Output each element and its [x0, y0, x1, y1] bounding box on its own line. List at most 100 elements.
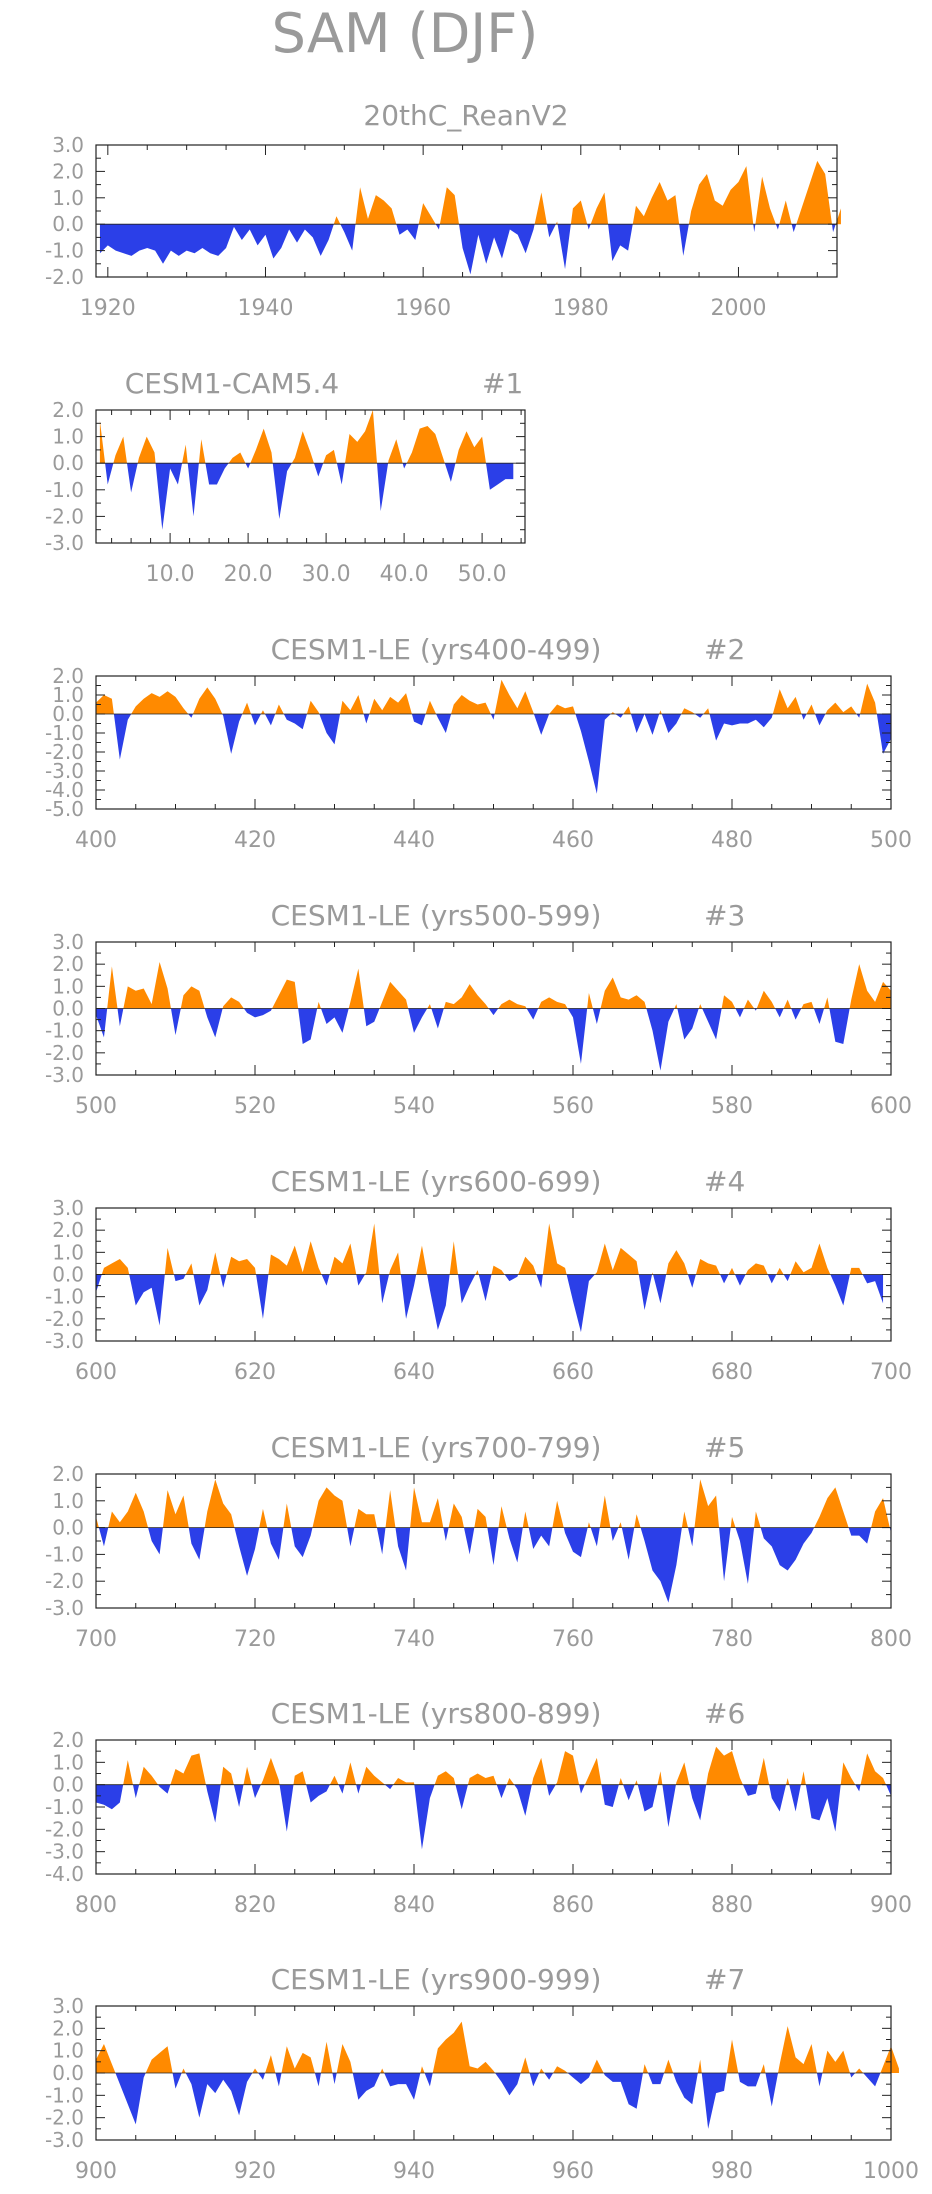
- y-tick-label: -1.0: [45, 478, 84, 502]
- y-tick-label: 1.0: [52, 2039, 84, 2063]
- y-tick-label: 0.0: [52, 2061, 84, 2085]
- y-tick-label: 3.0: [52, 930, 84, 954]
- positive-area: [96, 1479, 891, 1528]
- x-tick-label: 1940: [237, 296, 293, 321]
- y-tick-label: 2.0: [52, 159, 84, 183]
- x-tick-label: 800: [75, 1893, 117, 1918]
- y-tick-label: -1.0: [45, 1019, 84, 1043]
- x-tick-label: 880: [711, 1893, 753, 1918]
- x-tick-label: 940: [393, 2159, 435, 2184]
- panel-title: CESM1-LE (yrs700-799): [271, 1431, 602, 1464]
- x-tick-label: 600: [870, 1094, 912, 1119]
- positive-area: [96, 1223, 884, 1275]
- y-tick-label: -1.0: [45, 721, 84, 745]
- chart-panel-4: CESM1-LE (yrs500-599) #33.02.01.00.0-1.0-…: [45, 899, 912, 1119]
- panel-subtitle: #5: [704, 1431, 745, 1464]
- x-tick-label: 2000: [710, 296, 766, 321]
- x-tick-label: 500: [75, 1094, 117, 1119]
- y-tick-label: 0.0: [52, 997, 84, 1021]
- y-tick-label: -2.0: [45, 1817, 84, 1841]
- x-tick-label: 700: [870, 1360, 912, 1385]
- x-tick-label: 1000: [863, 2159, 919, 2184]
- panel-title: CESM1-LE (yrs800-899): [271, 1697, 602, 1730]
- panel-subtitle: #3: [704, 899, 745, 932]
- y-tick-label: 2.0: [52, 398, 84, 422]
- x-tick-label: 440: [393, 828, 435, 853]
- x-tick-label: 980: [711, 2159, 753, 2184]
- x-tick-label: 800: [870, 1627, 912, 1652]
- positive-area: [96, 679, 891, 714]
- x-tick-label: 30.0: [302, 562, 351, 587]
- x-tick-label: 1960: [395, 296, 451, 321]
- y-tick-label: -3.0: [45, 1596, 84, 1620]
- positive-area: [96, 961, 891, 1009]
- y-tick-label: 1.0: [52, 425, 84, 449]
- chart-panel-5: CESM1-LE (yrs600-699) #43.02.01.00.0-1.0-…: [45, 1165, 912, 1385]
- positive-area: [99, 410, 514, 464]
- y-tick-label: -2.0: [45, 265, 84, 289]
- y-tick-label: -3.0: [45, 1063, 84, 1087]
- y-tick-label: 0.0: [52, 1263, 84, 1287]
- y-tick-label: 2.0: [52, 2016, 84, 2040]
- x-tick-label: 40.0: [380, 562, 429, 587]
- y-tick-label: -2.0: [45, 2106, 84, 2130]
- x-tick-label: 600: [75, 1360, 117, 1385]
- y-tick-label: -3.0: [45, 2128, 84, 2152]
- negative-area: [96, 1274, 884, 1333]
- panel-title: CESM1-LE (yrs900-999): [271, 1963, 602, 1996]
- y-tick-label: 1.0: [52, 974, 84, 998]
- x-tick-label: 740: [393, 1627, 435, 1652]
- y-tick-label: -2.0: [45, 740, 84, 764]
- y-tick-label: -1.0: [45, 2083, 84, 2107]
- panel-subtitle: #6: [704, 1697, 745, 1730]
- x-tick-label: 780: [711, 1627, 753, 1652]
- x-tick-label: 50.0: [458, 562, 507, 587]
- x-tick-label: 900: [870, 1893, 912, 1918]
- negative-area: [96, 2073, 899, 2129]
- y-tick-label: 3.0: [52, 133, 84, 157]
- figure-title: SAM (DJF): [272, 2, 539, 65]
- y-tick-label: 1.0: [52, 1240, 84, 1264]
- y-tick-label: 2.0: [52, 1218, 84, 1242]
- y-tick-label: 0.0: [52, 451, 84, 475]
- panel-title: 20thC_ReanV2: [363, 99, 568, 132]
- x-tick-label: 400: [75, 828, 117, 853]
- x-tick-label: 680: [711, 1360, 753, 1385]
- y-tick-label: 2.0: [52, 1728, 84, 1752]
- y-tick-label: -3.0: [45, 759, 84, 783]
- y-tick-label: 2.0: [52, 1462, 84, 1486]
- panel-subtitle: #2: [704, 633, 745, 666]
- x-tick-label: 500: [870, 828, 912, 853]
- x-tick-label: 840: [393, 1893, 435, 1918]
- chart-panel-1: 20thC_ReanV2 3.02.0 1.00.0 -1.0-2.0 1920 1940…: [45, 99, 841, 321]
- x-tick-label: 620: [234, 1360, 276, 1385]
- x-tick-label: 700: [75, 1627, 117, 1652]
- panel-subtitle: #7: [704, 1963, 745, 1996]
- positive-area: [96, 1746, 891, 1785]
- y-tick-label: -2.0: [45, 1569, 84, 1593]
- y-tick-label: -2.0: [45, 1041, 84, 1065]
- y-tick-label: -2.0: [45, 504, 84, 528]
- chart-panel-6: CESM1-LE (yrs700-799) #5 2.0 1.0 0.0-1.0 -2.0…: [45, 1431, 912, 1652]
- x-tick-label: 660: [552, 1360, 594, 1385]
- y-tick-label: 1.0: [52, 1489, 84, 1513]
- y-tick-label: 1.0: [52, 683, 84, 707]
- y-tick-label: 2.0: [52, 664, 84, 688]
- x-tick-label: 920: [234, 2159, 276, 2184]
- x-tick-label: 720: [234, 1627, 276, 1652]
- y-tick-label: 2.0: [52, 952, 84, 976]
- chart-panel-3: CESM1-LE (yrs400-499) #2 2.01.00.0-1.0-2.0…: [45, 633, 912, 853]
- panel-subtitle: #1: [482, 367, 523, 400]
- negative-area: [96, 1784, 891, 1850]
- y-tick-label: 1.0: [52, 1750, 84, 1774]
- negative-area: [99, 463, 514, 530]
- panel-title: CESM1-LE (yrs400-499): [271, 633, 602, 666]
- x-tick-label: 1980: [553, 296, 609, 321]
- x-tick-label: 520: [234, 1094, 276, 1119]
- x-tick-label: 10.0: [146, 562, 195, 587]
- negative-area: [99, 224, 841, 275]
- y-tick-label: 0.0: [52, 1516, 84, 1540]
- y-tick-label: -3.0: [45, 531, 84, 555]
- x-tick-label: 900: [75, 2159, 117, 2184]
